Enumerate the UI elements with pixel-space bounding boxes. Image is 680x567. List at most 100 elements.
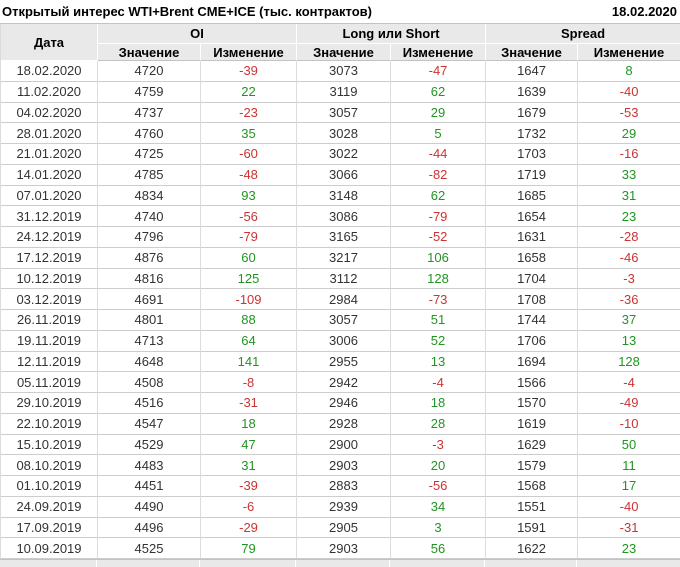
table-row: 28.01.2020 4760 35 3028 5 1732 29 <box>1 123 680 144</box>
long-short-value-cell: 3066 <box>297 164 392 186</box>
long-short-value-cell: 2905 <box>297 517 392 539</box>
spread-change-cell: 31 <box>578 185 680 207</box>
strip-cell <box>200 560 296 567</box>
table-row: 10.09.2019 4525 79 2903 56 1622 23 <box>1 538 680 559</box>
row-date: 22.10.2019 <box>1 413 98 435</box>
oi-change-cell: -109 <box>201 289 298 310</box>
page-title: Открытый интерес WTI+Brent CME+ICE (тыс.… <box>2 4 372 19</box>
oi-change-cell: -6 <box>201 496 298 518</box>
table-row: 17.12.2019 4876 60 3217 106 1658 -46 <box>1 247 680 269</box>
spread-value-cell: 1708 <box>486 289 579 310</box>
column-header-date: Дата <box>1 24 98 61</box>
spread-value-cell: 1631 <box>486 227 579 248</box>
oi-value-cell: 4648 <box>98 351 201 373</box>
column-header-long-short-value: Значение <box>297 44 392 61</box>
oi-value-cell: 4496 <box>98 517 201 539</box>
oi-change-cell: 31 <box>201 455 298 476</box>
long-short-change-cell: 52 <box>391 330 487 352</box>
row-date: 29.10.2019 <box>1 393 98 414</box>
oi-change-cell: -56 <box>201 206 298 227</box>
spread-change-cell: 33 <box>578 164 680 186</box>
column-group-oi: OI <box>98 24 298 44</box>
table-row: 12.11.2019 4648 141 2955 13 1694 128 <box>1 351 680 373</box>
spread-change-cell: -49 <box>578 393 680 414</box>
strip-cell <box>577 560 680 567</box>
long-short-change-cell: -47 <box>391 61 487 82</box>
spread-value-cell: 1551 <box>486 496 579 518</box>
spread-value-cell: 1703 <box>486 144 579 165</box>
table-row: 04.02.2020 4737 -23 3057 29 1679 -53 <box>1 102 680 124</box>
long-short-change-cell: -44 <box>391 144 487 165</box>
row-date: 17.12.2019 <box>1 247 98 269</box>
next-table-partial-header <box>0 559 680 567</box>
table-row: 05.11.2019 4508 -8 2942 -4 1566 -4 <box>1 372 680 393</box>
row-date: 31.12.2019 <box>1 206 98 227</box>
column-group-long-short: Long или Short <box>297 24 487 44</box>
table-row: 01.10.2019 4451 -39 2883 -56 1568 17 <box>1 476 680 497</box>
row-date: 01.10.2019 <box>1 476 98 497</box>
long-short-value-cell: 3119 <box>297 81 392 103</box>
spread-change-cell: -3 <box>578 268 680 290</box>
oi-change-cell: -48 <box>201 164 298 186</box>
spread-value-cell: 1622 <box>486 538 579 559</box>
column-header-oi-value: Значение <box>98 44 201 61</box>
oi-change-cell: 47 <box>201 434 298 456</box>
long-short-value-cell: 2942 <box>297 372 392 393</box>
spread-change-cell: 23 <box>578 538 680 559</box>
spread-value-cell: 1570 <box>486 393 579 414</box>
strip-cell <box>97 560 200 567</box>
oi-change-cell: 60 <box>201 247 298 269</box>
long-short-change-cell: -73 <box>391 289 487 310</box>
oi-value-cell: 4691 <box>98 289 201 310</box>
spread-value-cell: 1732 <box>486 123 579 144</box>
table-row: 29.10.2019 4516 -31 2946 18 1570 -49 <box>1 393 680 414</box>
long-short-change-cell: 29 <box>391 102 487 124</box>
long-short-value-cell: 2984 <box>297 289 392 310</box>
long-short-value-cell: 3057 <box>297 102 392 124</box>
row-date: 21.01.2020 <box>1 144 98 165</box>
row-date: 17.09.2019 <box>1 517 98 539</box>
oi-change-cell: -23 <box>201 102 298 124</box>
long-short-value-cell: 3165 <box>297 227 392 248</box>
long-short-value-cell: 3022 <box>297 144 392 165</box>
row-date: 28.01.2020 <box>1 123 98 144</box>
spread-change-cell: 37 <box>578 310 680 331</box>
spread-change-cell: 29 <box>578 123 680 144</box>
long-short-value-cell: 3086 <box>297 206 392 227</box>
long-short-change-cell: -56 <box>391 476 487 497</box>
long-short-value-cell: 2939 <box>297 496 392 518</box>
long-short-change-cell: 20 <box>391 455 487 476</box>
oi-value-cell: 4483 <box>98 455 201 476</box>
long-short-value-cell: 2946 <box>297 393 392 414</box>
strip-cell <box>485 560 577 567</box>
report-date: 18.02.2020 <box>611 4 677 19</box>
long-short-value-cell: 2955 <box>297 351 392 373</box>
table-row: 03.12.2019 4691 -109 2984 -73 1708 -36 <box>1 289 680 310</box>
row-date: 08.10.2019 <box>1 455 98 476</box>
oi-value-cell: 4760 <box>98 123 201 144</box>
table-row: 17.09.2019 4496 -29 2905 3 1591 -31 <box>1 517 680 539</box>
spread-value-cell: 1647 <box>486 61 579 82</box>
row-date: 18.02.2020 <box>1 61 98 82</box>
oi-value-cell: 4490 <box>98 496 201 518</box>
spread-value-cell: 1704 <box>486 268 579 290</box>
table-header: Дата OI Long или Short Spread Значение И… <box>1 24 680 61</box>
spread-change-cell: -40 <box>578 81 680 103</box>
spread-value-cell: 1694 <box>486 351 579 373</box>
table-row: 24.09.2019 4490 -6 2939 34 1551 -40 <box>1 496 680 518</box>
row-date: 05.11.2019 <box>1 372 98 393</box>
long-short-change-cell: 13 <box>391 351 487 373</box>
long-short-value-cell: 2900 <box>297 434 392 456</box>
table-row: 24.12.2019 4796 -79 3165 -52 1631 -28 <box>1 227 680 248</box>
spread-value-cell: 1685 <box>486 185 579 207</box>
row-date: 10.12.2019 <box>1 268 98 290</box>
oi-change-cell: -39 <box>201 476 298 497</box>
row-date: 10.09.2019 <box>1 538 98 559</box>
oi-value-cell: 4876 <box>98 247 201 269</box>
row-date: 03.12.2019 <box>1 289 98 310</box>
spread-change-cell: -40 <box>578 496 680 518</box>
spread-change-cell: -4 <box>578 372 680 393</box>
long-short-value-cell: 3217 <box>297 247 392 269</box>
oi-change-cell: 88 <box>201 310 298 331</box>
long-short-value-cell: 3148 <box>297 185 392 207</box>
